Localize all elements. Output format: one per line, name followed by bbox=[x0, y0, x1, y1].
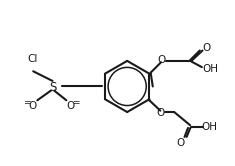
Text: S: S bbox=[49, 81, 56, 94]
Text: O: O bbox=[203, 43, 211, 53]
Text: =: = bbox=[23, 98, 31, 107]
Text: O: O bbox=[28, 101, 37, 111]
Text: O: O bbox=[176, 138, 184, 148]
Text: OH: OH bbox=[203, 64, 219, 74]
Text: OH: OH bbox=[201, 122, 217, 131]
Text: O: O bbox=[156, 108, 164, 118]
Text: =: = bbox=[72, 98, 79, 107]
Text: O: O bbox=[157, 55, 166, 65]
Text: Cl: Cl bbox=[27, 54, 38, 64]
Text: O: O bbox=[66, 101, 75, 111]
